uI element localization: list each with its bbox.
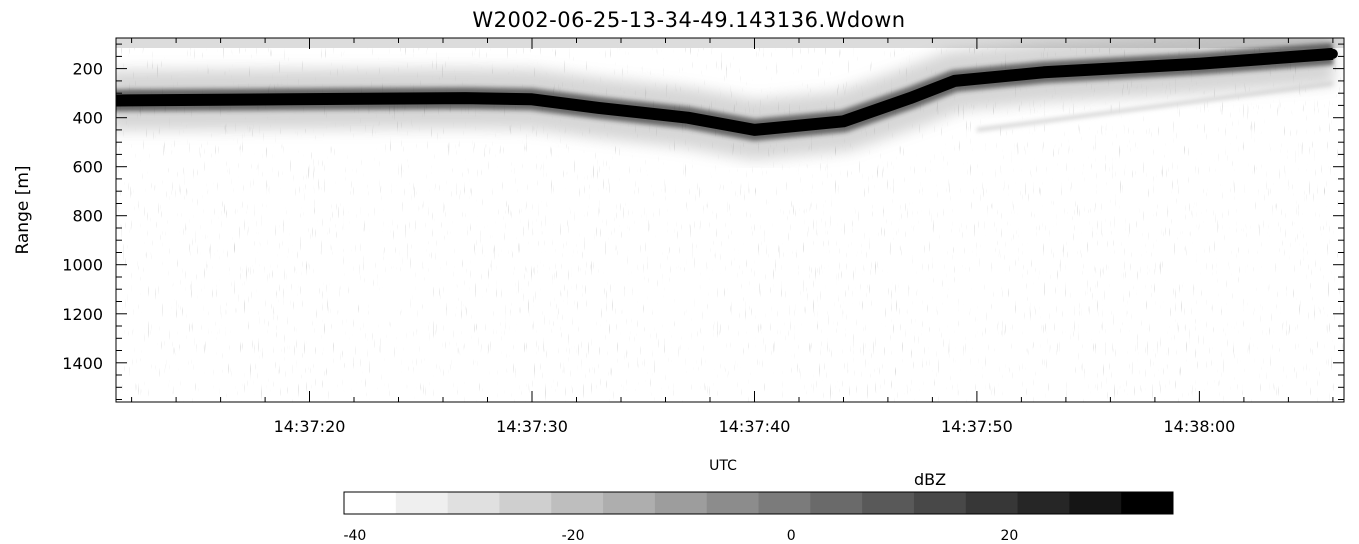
echo-point-5: [682, 112, 693, 123]
echo-point-10: [1038, 67, 1049, 78]
colorbar-bin-4: [551, 492, 604, 514]
y-tick-label: 1200: [62, 305, 103, 324]
colorbar-bin-9: [810, 492, 863, 514]
secondary-layer-1: [976, 81, 1334, 132]
echo-point-2: [460, 93, 471, 104]
echo-point-0: [104, 96, 114, 106]
colorbar-bin-1: [395, 492, 449, 514]
colorbar-bin-6: [654, 492, 708, 514]
colorbar-tick-label: 0: [787, 528, 796, 544]
echo-point-4: [593, 102, 604, 113]
secondary-layer-group: [116, 81, 1334, 177]
x-tick-label: 14:37:40: [719, 417, 791, 436]
x-axis-label: UTC: [709, 458, 737, 474]
x-tick-label: 14:37:20: [274, 417, 346, 436]
echo-point-3: [527, 94, 537, 105]
x-tick-label: 14:38:00: [1163, 417, 1235, 436]
y-tick-label: 800: [72, 207, 103, 226]
y-tick-label: 1400: [62, 354, 103, 373]
colorbar-bin-12: [965, 492, 1019, 514]
colorbar-bin-13: [1017, 492, 1070, 514]
colorbar-bin-2: [447, 492, 500, 514]
top-clutter-band: [116, 38, 1344, 48]
colorbar-bin-15: [1121, 492, 1174, 514]
colorbar-bin-11: [913, 492, 967, 514]
colorbar: -40 -20 0 20: [343, 491, 1174, 544]
y-axis-label: Range [m]: [13, 165, 33, 254]
y-tick-label: 400: [72, 109, 103, 128]
colorbar-label: dBZ: [914, 470, 946, 489]
x-tick-label: 14:37:30: [496, 417, 568, 436]
colorbar-tick-label: 20: [1000, 528, 1018, 544]
colorbar-frame: [343, 491, 1174, 515]
y-tick-label: 600: [72, 158, 103, 177]
colorbar-bin-0: [344, 492, 397, 514]
echo-point-1: [282, 94, 293, 105]
echo-point-12: [1327, 48, 1338, 59]
echo-point-8: [905, 93, 916, 104]
colorbar-bin-10: [862, 492, 915, 514]
colorbar-tick-label: -20: [562, 528, 585, 544]
plot-frame: [115, 37, 1345, 403]
colorbar-bin-14: [1069, 492, 1122, 514]
echo-point-9: [949, 75, 960, 86]
echo-point-7: [838, 116, 849, 127]
colorbar-bin-5: [603, 492, 656, 514]
colorbar-bin-3: [499, 492, 552, 514]
radar-image: [104, 38, 1344, 402]
colorbar-bin-7: [706, 492, 759, 514]
echo-point-6: [749, 124, 760, 135]
x-tick-label: 14:37:50: [941, 417, 1013, 436]
chart-title: W2002-06-25-13-34-49.143136.Wdown: [472, 8, 905, 32]
echo-point-11: [1194, 58, 1205, 69]
colorbar-tick-label: -40: [343, 528, 366, 544]
colorbar-bin-8: [758, 492, 811, 514]
y-tick-label: 200: [72, 60, 103, 79]
y-tick-label: 1000: [62, 256, 103, 275]
axes: 200 400 600 800 1000 1200 1400 14:37:20 14:37:30…: [62, 38, 1344, 436]
echo-layer-group: [104, 38, 1338, 160]
